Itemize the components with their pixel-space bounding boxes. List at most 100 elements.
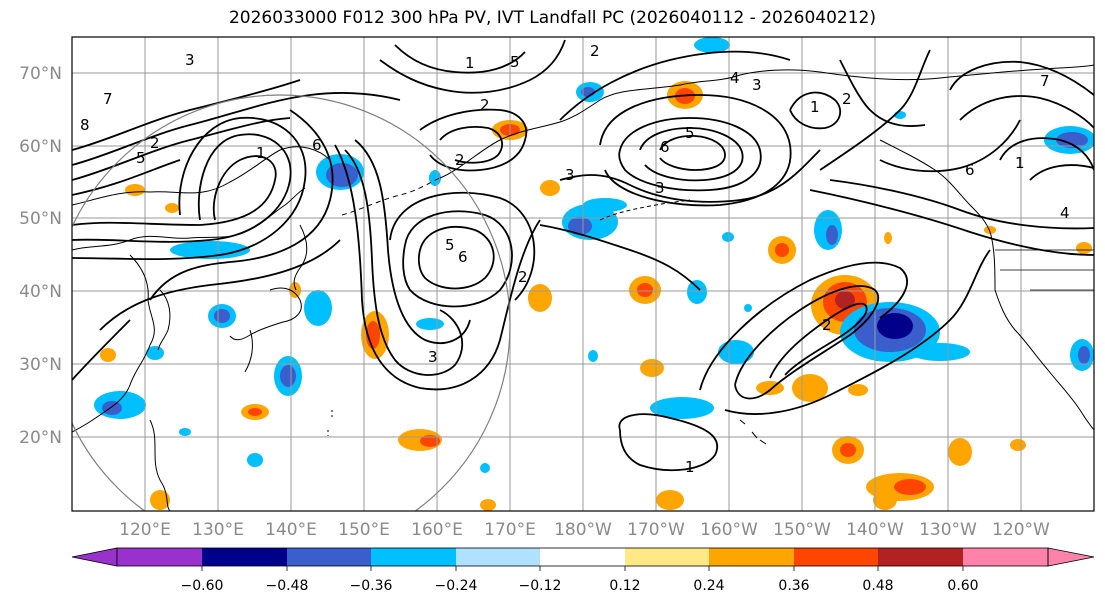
canada-arctic-coast — [819, 64, 1094, 81]
negative-anomaly-patch — [718, 340, 754, 364]
contour-label: 2 — [590, 42, 600, 60]
contour-label: 1 — [685, 458, 695, 476]
contour-line — [99, 239, 341, 331]
positive-anomaly-patch — [884, 232, 892, 244]
lon-label: 160°E — [411, 520, 463, 540]
contour-line — [809, 189, 1094, 256]
asia-east-coast — [72, 187, 306, 251]
positive-anomaly-patch — [480, 499, 496, 511]
positive-anomaly-patch — [248, 408, 262, 416]
contour-label: 5 — [510, 53, 520, 71]
contour-line — [419, 108, 528, 172]
lat-label: 50°N — [19, 209, 62, 229]
contour-line — [819, 49, 931, 171]
contour-line — [559, 50, 791, 121]
colorbar-tick-label: −0.60 — [181, 578, 224, 594]
colorbar-high-extend — [1047, 547, 1095, 567]
colorbar-tick-label: 0.60 — [947, 578, 978, 594]
contour-line — [344, 149, 464, 376]
contour-label: 1 — [256, 144, 266, 162]
alaska-panhandle-coast — [879, 139, 993, 241]
contour-line — [839, 59, 926, 127]
contour-line — [949, 60, 1094, 96]
philippines-coast — [149, 419, 171, 511]
positive-anomaly-patch — [100, 348, 116, 362]
contour-label: 1 — [1015, 154, 1025, 172]
aleutian-chain — [599, 199, 691, 221]
lon-label: 150°W — [773, 520, 831, 540]
negative-anomaly-patch — [280, 365, 296, 387]
lon-label: 130°W — [919, 520, 977, 540]
contour-label: 7 — [103, 90, 113, 108]
contour-line — [72, 117, 291, 181]
positive-anomaly-patch — [948, 438, 972, 466]
contour-line — [1029, 164, 1094, 181]
negative-anomaly-patch — [416, 318, 444, 330]
contour-line — [72, 319, 131, 381]
contour-label: 6 — [458, 248, 468, 266]
longitude-labels: 120°E 130°E 140°E 150°E 160°E 170°E 180°… — [119, 520, 1050, 540]
lon-label: 160°W — [700, 520, 758, 540]
colorbar-tick-label: −0.24 — [435, 578, 478, 594]
positive-anomaly-patch — [125, 184, 145, 196]
contour-line — [72, 92, 401, 166]
colorbar-segment — [117, 548, 202, 566]
negative-anomaly-patch — [429, 170, 441, 186]
contour-line — [394, 44, 526, 74]
positive-anomaly-patch — [1076, 242, 1092, 254]
lat-label: 70°N — [19, 64, 62, 84]
negative-anomaly-patch — [480, 463, 490, 473]
contour-line — [769, 302, 868, 379]
contour-label: 6 — [965, 161, 975, 179]
positive-anomaly-patch — [640, 359, 664, 377]
colorbar-ticks — [201, 566, 964, 571]
lon-label: 170°E — [484, 520, 536, 540]
negative-anomaly-patch — [650, 397, 714, 419]
positive-anomaly-patch — [656, 490, 684, 510]
positive-anomaly-patch — [848, 384, 868, 396]
contour-line — [829, 179, 1094, 230]
contour-line — [618, 117, 762, 192]
positive-anomaly-patch — [835, 291, 855, 309]
contour-line — [659, 135, 726, 171]
contour-line — [559, 149, 821, 203]
contour-label: 6 — [312, 136, 322, 154]
positive-anomaly-patch — [792, 374, 828, 402]
lon-label: 180°W — [554, 520, 612, 540]
colorbar-tick-label: 0.48 — [862, 578, 893, 594]
china-coast — [72, 254, 155, 433]
contour-labels: 7 3 8 2 5 1 5 2 4 3 1 2 2 5 3 6 6 1 4 2 … — [80, 42, 1070, 476]
contour-line — [389, 191, 536, 301]
gridlines — [72, 37, 1094, 511]
contour-line — [724, 249, 991, 415]
contour-line — [354, 139, 471, 344]
contour-line — [402, 210, 513, 308]
colorbar-segment — [456, 548, 540, 566]
korea-coast — [157, 289, 171, 351]
negative-anomaly-patch — [744, 304, 752, 312]
negative-anomaly-patch — [687, 280, 707, 304]
lon-label: 120°W — [992, 520, 1050, 540]
lon-label: 170°W — [627, 520, 685, 540]
contour-line — [618, 413, 718, 472]
lat-label: 60°N — [19, 137, 62, 157]
negative-anomaly-patch — [694, 37, 730, 53]
contour-label: 4 — [1060, 204, 1070, 222]
colorbar-segment — [963, 548, 1048, 566]
colorbar-tick-label: −0.48 — [266, 578, 309, 594]
mariana-islands — [327, 410, 333, 436]
negative-anomaly-patch — [588, 350, 598, 362]
contour-line — [699, 261, 908, 391]
negative-anomaly-patch — [877, 313, 913, 339]
lat-label: 20°N — [19, 428, 62, 448]
positive-anomaly-patch — [840, 443, 856, 457]
contour-label: 8 — [80, 116, 90, 134]
negative-anomaly-patch — [170, 241, 250, 259]
positive-anomaly-patch — [165, 203, 179, 213]
asia-north-coast — [72, 146, 331, 206]
colorbar-tick-label: −0.12 — [519, 578, 562, 594]
colorbar-tick-label: −0.36 — [350, 578, 393, 594]
positive-anomaly-patch — [894, 479, 926, 495]
colorbar-segment — [540, 548, 625, 566]
